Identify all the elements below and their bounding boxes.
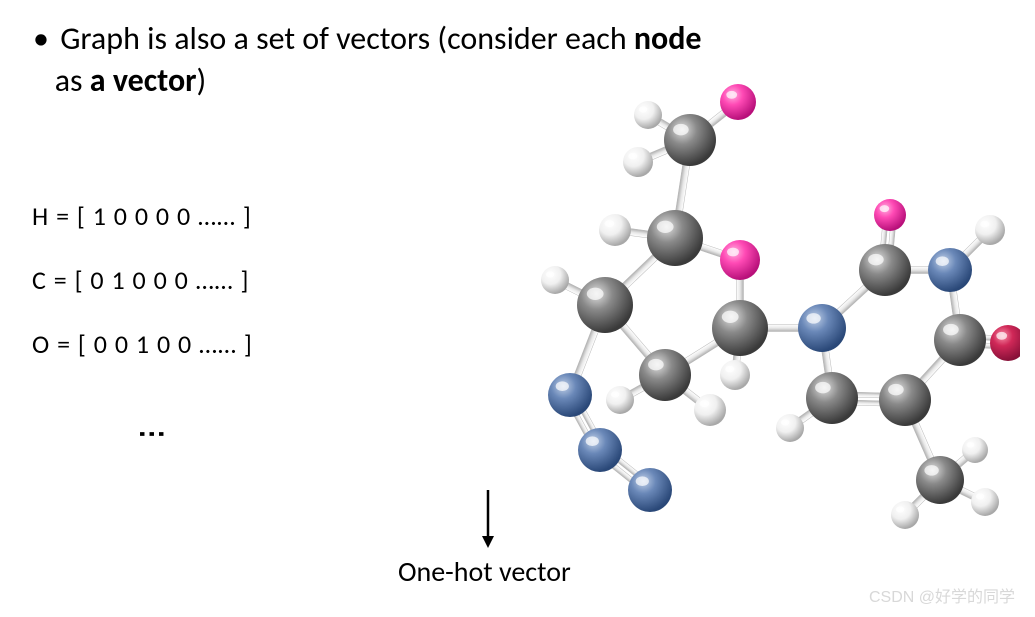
atom-n: [578, 428, 622, 472]
atom-h: [694, 394, 726, 426]
molecule-diagram: [380, 80, 1020, 550]
vector-O: O = [ 0 0 1 0 0 …… ]: [32, 328, 253, 360]
atom-c: [806, 372, 858, 424]
atom-h: [971, 488, 999, 516]
atom-h: [541, 266, 569, 294]
title-part1: Graph is also a set of vectors (consider…: [60, 19, 634, 58]
atom-h: [606, 386, 634, 414]
atom-h: [634, 101, 662, 129]
atom-h: [623, 147, 653, 177]
atom-h: [975, 215, 1005, 245]
atom-op: [874, 199, 906, 231]
vertical-ellipsis: ⋮: [135, 420, 170, 450]
atom-c: [664, 114, 716, 166]
atom-n: [548, 373, 592, 417]
atom-c: [916, 456, 964, 504]
atom-c: [934, 314, 986, 366]
atom-or: [990, 325, 1020, 361]
atom-h: [720, 360, 750, 390]
atom-h: [599, 214, 631, 246]
title-part3: ): [197, 61, 207, 100]
bullet-char: •: [33, 18, 53, 60]
vector-C: C = [ 0 1 0 0 0 …… ]: [32, 264, 253, 296]
atom-op: [720, 240, 760, 280]
atom-h: [891, 501, 919, 529]
one-hot-vectors: H = [ 1 0 0 0 0 …… ] C = [ 0 1 0 0 0 …… …: [32, 200, 253, 392]
atom-n: [628, 468, 672, 512]
one-hot-arrow: [478, 490, 498, 550]
vector-H: H = [ 1 0 0 0 0 …… ]: [32, 200, 253, 232]
atom-n: [798, 304, 846, 352]
title-bold1: node: [634, 19, 702, 58]
atom-c: [879, 374, 931, 426]
atom-op: [720, 84, 756, 120]
atom-h: [962, 437, 988, 463]
atom-n: [928, 248, 972, 292]
title-part2: as: [55, 61, 90, 100]
title-bold2: a vector: [90, 61, 197, 100]
atom-c: [712, 300, 768, 356]
atom-c: [859, 244, 911, 296]
atom-c: [639, 349, 691, 401]
atom-c: [647, 210, 703, 266]
one-hot-label: One-hot vector: [398, 554, 571, 589]
watermark: CSDN @好学的同学: [869, 583, 1015, 607]
atom-h: [776, 414, 804, 442]
atom-c: [577, 277, 633, 333]
